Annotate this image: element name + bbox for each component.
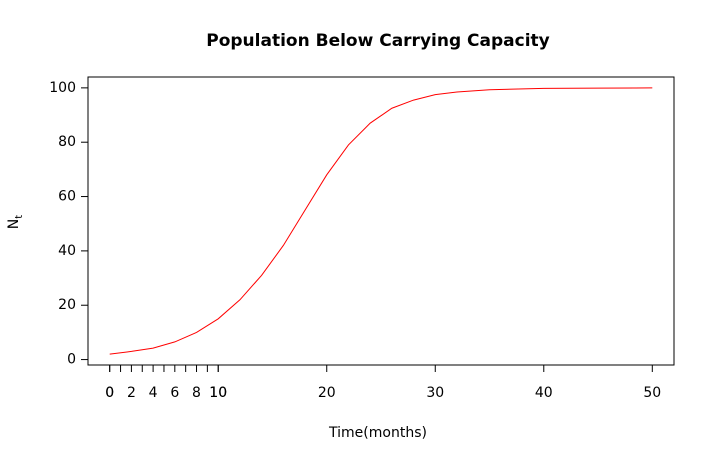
x-tick-label: 2 [127,385,136,401]
x-tick-label: 8 [192,385,201,401]
x-tick-label: 10 [209,385,227,401]
x-axis-label: Time(months) [328,425,427,441]
y-tick-label: 60 [58,189,76,205]
y-tick-label: 40 [58,243,76,259]
y-tick-label: 80 [58,134,76,150]
y-axis-label-main: N [6,219,22,229]
x-tick-label: 0 [105,385,114,401]
y-tick-label: 20 [58,297,76,313]
data-line [109,87,653,355]
y-tick-label: 0 [67,352,76,368]
x-tick-label: 50 [643,385,661,401]
x-tick-label: 0 [105,385,114,401]
x-tick-label: 30 [426,385,444,401]
y-axis-label-sub: t [14,215,25,219]
x-tick-label: 10 [209,385,227,401]
y-axis-label: Nt [6,215,25,229]
chart-title: Population Below Carrying Capacity [206,31,550,51]
y-tick-label: 100 [49,80,76,96]
x-tick-label: 4 [149,385,158,401]
x-tick-label: 20 [318,385,336,401]
x-tick-label: 6 [170,385,179,401]
x-tick-label: 40 [535,385,553,401]
